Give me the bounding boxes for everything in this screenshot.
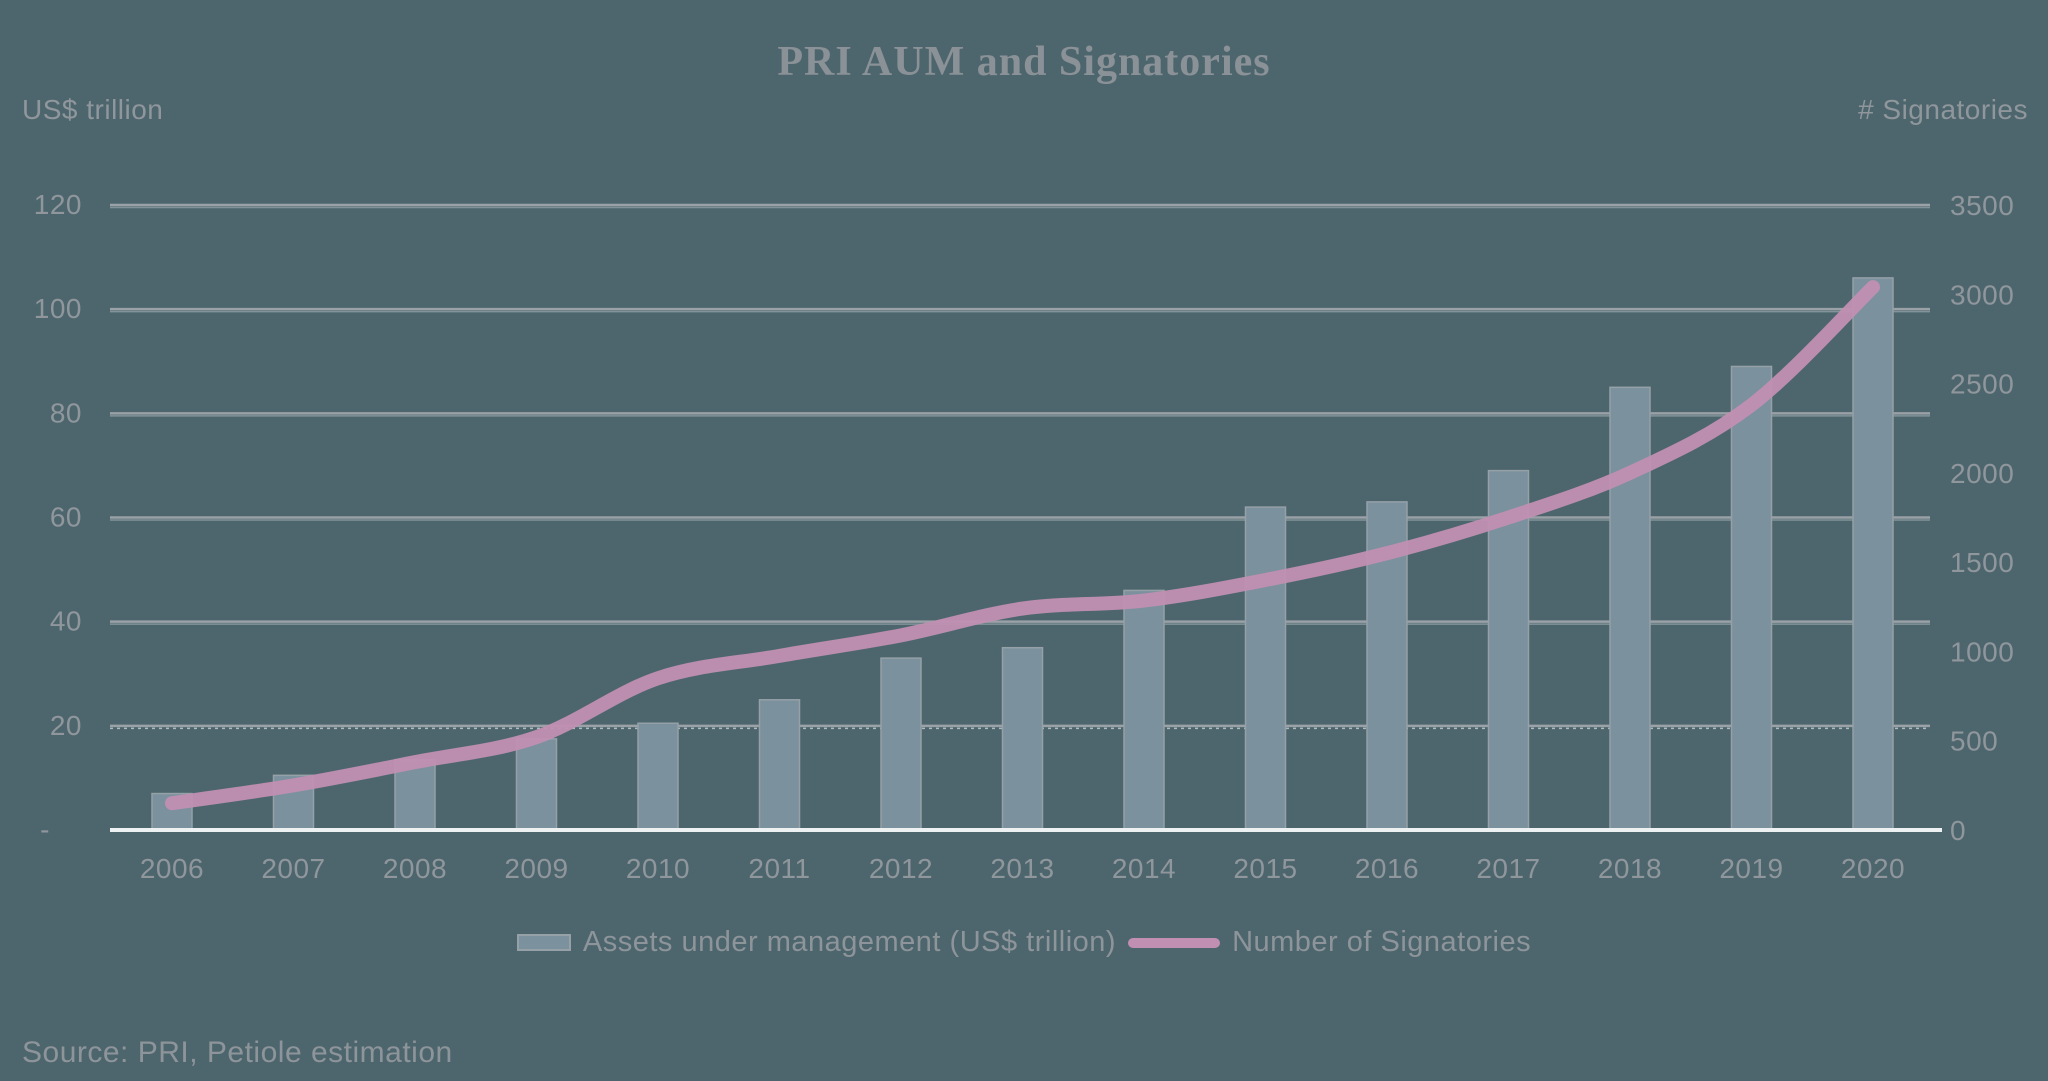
left-axis-tick-label: 40 bbox=[50, 606, 82, 637]
bar-2011 bbox=[758, 699, 801, 831]
legend-bar-swatch-icon bbox=[516, 934, 571, 951]
bar-2015 bbox=[1244, 506, 1287, 831]
left-axis-zero-label: - bbox=[40, 814, 50, 845]
x-axis-tick-label: 2011 bbox=[748, 853, 810, 884]
legend-line-label: Number of Signatories bbox=[1232, 926, 1532, 958]
bar-2010 bbox=[637, 722, 679, 831]
signatories-line bbox=[165, 280, 1880, 811]
x-axis-tick-label: 2010 bbox=[626, 853, 690, 884]
x-axis-tick-label: 2018 bbox=[1598, 853, 1662, 884]
legend-line-swatch-icon bbox=[1128, 937, 1221, 948]
right-axis-tick-label: 3000 bbox=[1950, 279, 2014, 310]
left-axis-tick-label: 120 bbox=[34, 189, 82, 220]
left-axis-tick-label: 100 bbox=[34, 293, 82, 324]
bar-2014 bbox=[1123, 589, 1165, 831]
left-axis-unit-label: US$ trillion bbox=[22, 94, 164, 125]
right-axis-tick-label: 2500 bbox=[1950, 369, 2014, 400]
x-axis-tick-label: 2008 bbox=[383, 853, 447, 884]
left-axis-tick-label: 60 bbox=[50, 502, 82, 533]
right-axis-tick-label: 2000 bbox=[1950, 458, 2014, 489]
x-axis-tick-label: 2007 bbox=[261, 853, 325, 884]
left-axis-tick-label: 80 bbox=[50, 397, 82, 428]
x-axis-tick-label: 2020 bbox=[1841, 853, 1905, 884]
chart-title: PRI AUM and Signatories bbox=[777, 39, 1271, 85]
right-axis-unit-label: # Signatories bbox=[1858, 94, 2028, 125]
left-axis-tick-label: 20 bbox=[50, 710, 82, 741]
bar-2019 bbox=[1730, 365, 1773, 831]
x-axis-tick-label: 2015 bbox=[1233, 853, 1297, 884]
right-axis-tick-label: 0 bbox=[1950, 815, 1966, 846]
x-axis-tick-label: 2016 bbox=[1355, 853, 1419, 884]
x-axis-tick-label: 2012 bbox=[869, 853, 933, 884]
x-axis-tick-label: 2017 bbox=[1476, 853, 1540, 884]
right-axis-tick-label: 500 bbox=[1950, 726, 1998, 757]
bar-2020 bbox=[1852, 277, 1894, 831]
x-axis-tick-label: 2009 bbox=[504, 853, 568, 884]
x-axis-tick-label: 2006 bbox=[140, 853, 204, 884]
x-axis-tick-label: 2013 bbox=[990, 853, 1054, 884]
chart-legend: Assets under management (US$ trillion) N… bbox=[0, 926, 2048, 959]
legend-bar-label: Assets under management (US$ trillion) bbox=[582, 926, 1117, 958]
bar-2018 bbox=[1609, 386, 1651, 831]
x-axis-tick-label: 2014 bbox=[1112, 853, 1176, 884]
right-axis-tick-label: 1000 bbox=[1950, 636, 2014, 667]
right-axis-tick-label: 1500 bbox=[1950, 547, 2014, 578]
right-axis-tick-label: 3500 bbox=[1950, 190, 2014, 221]
source-note: Source: PRI, Petiole estimation bbox=[22, 1036, 453, 1069]
x-axis-tick-label: 2019 bbox=[1719, 853, 1783, 884]
bar-2013 bbox=[1001, 646, 1044, 831]
bar-2009 bbox=[515, 738, 558, 831]
bar-2017 bbox=[1487, 469, 1530, 831]
bar-2012 bbox=[880, 657, 922, 831]
